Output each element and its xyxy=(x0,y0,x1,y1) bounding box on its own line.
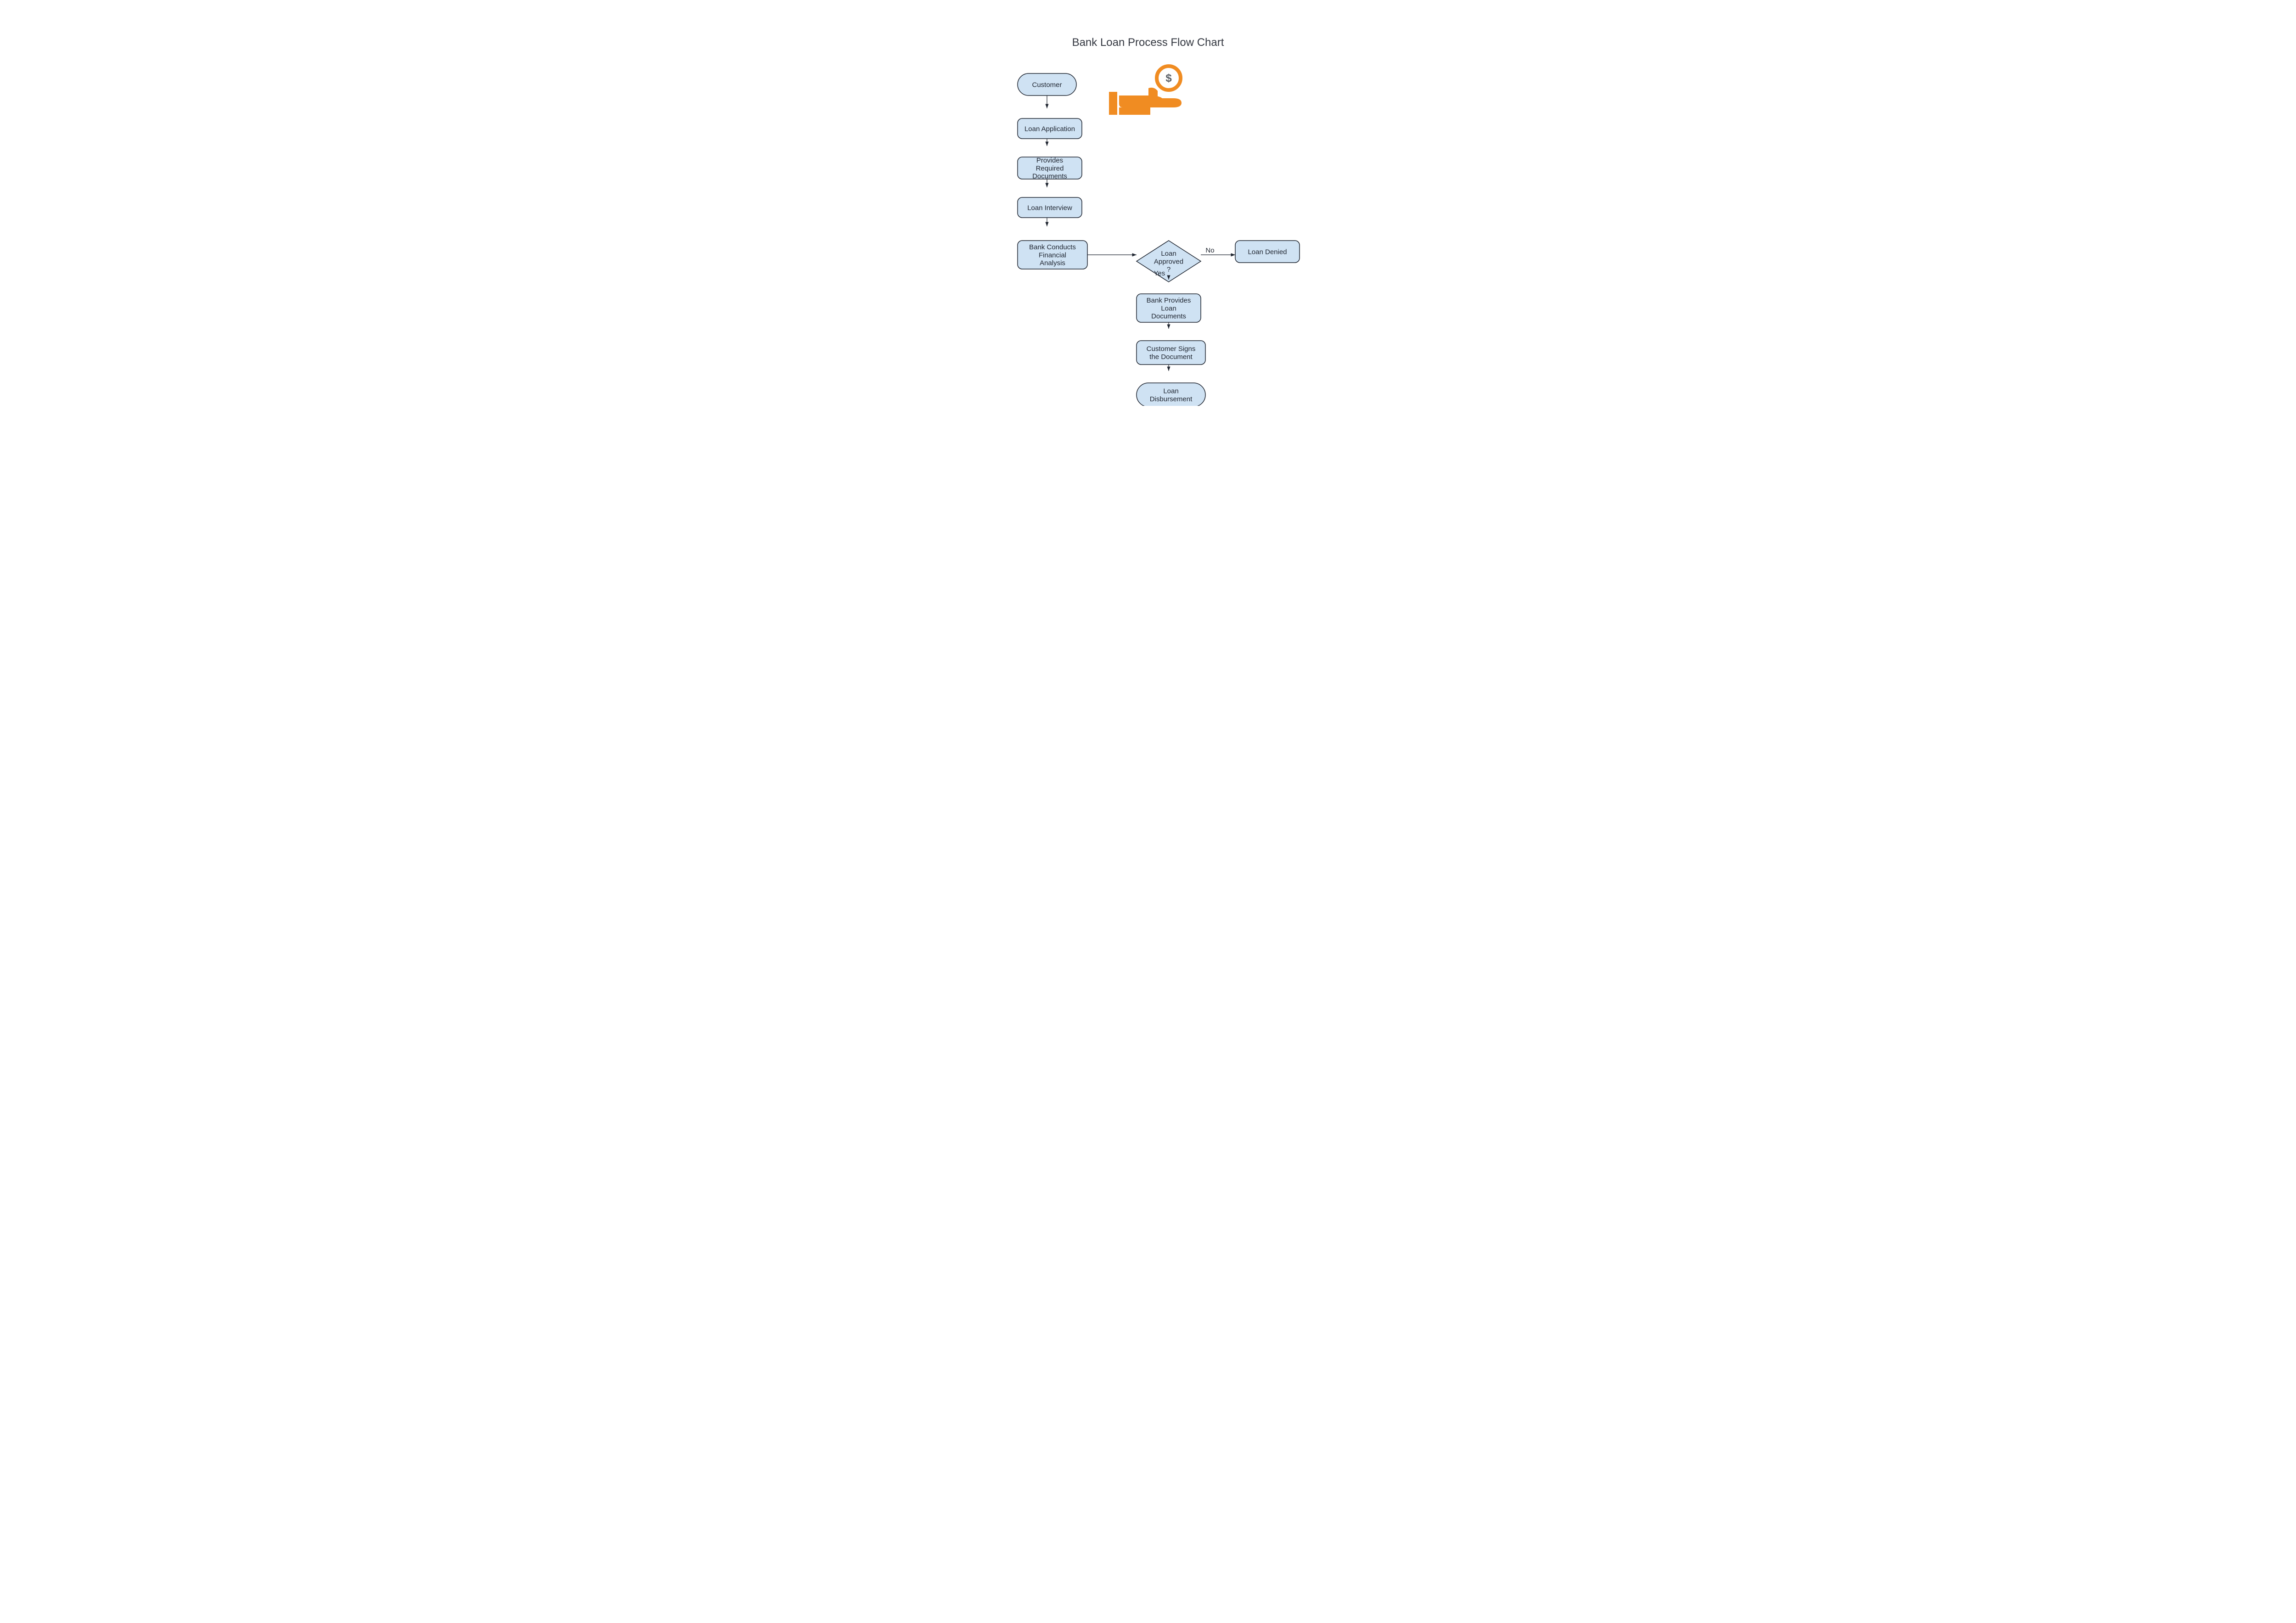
flowchart-canvas: Bank Loan Process Flow Chart $ Customer Loa… xyxy=(861,0,1435,406)
node-interview: Loan Interview xyxy=(1018,197,1082,218)
node-signs: Customer Signsthe Document xyxy=(1137,341,1205,365)
node-bankdocs: Bank ProvidesLoanDocuments xyxy=(1137,294,1201,322)
node-disburse: LoanDisbursement xyxy=(1137,383,1205,406)
node-label: Customer xyxy=(1032,81,1062,89)
node-label: Loan Application xyxy=(1024,125,1075,133)
node-customer: Customer xyxy=(1018,73,1076,95)
edge-label: Yes xyxy=(1154,270,1165,277)
node-label: Customer Signsthe Document xyxy=(1147,345,1196,361)
hand-coin-icon: $ xyxy=(1109,66,1182,115)
node-denied: Loan Denied xyxy=(1235,241,1300,263)
node-loanapp: Loan Application xyxy=(1018,118,1082,139)
svg-text:$: $ xyxy=(1165,72,1172,84)
chart-title: Bank Loan Process Flow Chart xyxy=(1072,36,1224,49)
node-label: ProvidesRequiredDocuments xyxy=(1032,157,1067,180)
edge-label: No xyxy=(1205,247,1214,254)
node-analysis: Bank ConductsFinancialAnalysis xyxy=(1018,241,1087,269)
node-docs: ProvidesRequiredDocuments xyxy=(1018,157,1082,180)
node-label: Loan Denied xyxy=(1248,248,1287,256)
node-label: Loan Interview xyxy=(1027,204,1072,212)
